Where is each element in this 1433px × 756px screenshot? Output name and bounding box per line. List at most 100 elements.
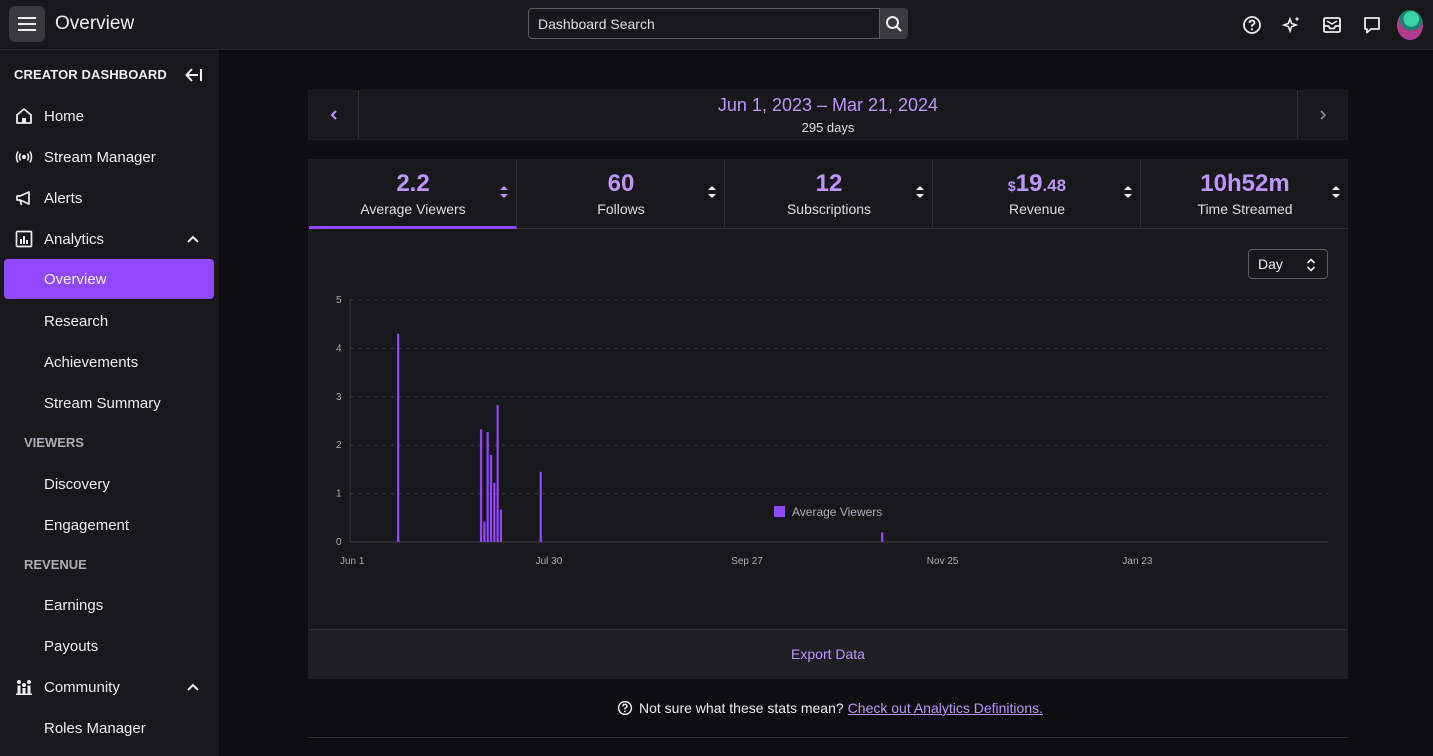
export-bar: Export Data <box>309 629 1347 678</box>
help-icon <box>617 700 633 716</box>
sidebar-item-overview[interactable]: Overview <box>4 259 214 299</box>
stat-value: 2.2 <box>396 170 430 197</box>
date-range-picker: Jun 1, 2023 – Mar 21, 2024 295 days <box>308 90 1348 140</box>
sidebar-item-label: Earnings <box>44 596 104 614</box>
section-revenue: REVENUE <box>24 557 87 572</box>
avatar[interactable] <box>1397 10 1423 40</box>
megaphone-icon <box>15 189 33 207</box>
sidebar-item-community[interactable]: Community <box>4 667 214 707</box>
select-arrows-icon <box>1306 258 1316 272</box>
sidebar-item-roles-manager[interactable]: Roles Manager <box>4 708 214 748</box>
stat-value: 12 <box>815 170 843 197</box>
revenue-whole: 19 <box>1015 170 1043 197</box>
y-tick-label: 0 <box>336 537 342 548</box>
stat-label: Time Streamed <box>1197 201 1293 217</box>
sidebar-item-label: Research <box>44 312 109 330</box>
stat-label: Average Viewers <box>360 201 466 217</box>
whisper-icon <box>1364 17 1380 34</box>
sidebar-item-stream-summary[interactable]: Stream Summary <box>4 383 214 423</box>
date-range-days: 295 days <box>801 120 855 135</box>
export-data-button[interactable]: Export Data <box>791 646 865 662</box>
sidebar-item-label: Engagement <box>44 516 130 534</box>
granularity-select[interactable]: Day <box>1248 249 1328 279</box>
sidebar-item-discovery[interactable]: Discovery <box>4 464 214 504</box>
sidebar-item-label: Achievements <box>44 353 139 371</box>
stat-value: 10h52m <box>1200 170 1290 197</box>
sidebar: CREATOR DASHBOARD Home Stream Manager Al… <box>0 50 219 756</box>
analytics-definitions-link[interactable]: Check out Analytics Definitions. <box>847 700 1043 716</box>
help-button[interactable] <box>1240 13 1264 37</box>
collapse-sidebar-button[interactable] <box>184 65 204 85</box>
y-tick-label: 3 <box>336 392 342 403</box>
sidebar-item-label: Payouts <box>44 637 99 655</box>
sidebar-item-label: Roles Manager <box>44 719 146 737</box>
sidebar-heading: CREATOR DASHBOARD <box>14 67 167 82</box>
sidebar-item-home[interactable]: Home <box>4 96 214 136</box>
search-icon <box>886 15 902 32</box>
chevron-up-icon <box>187 683 199 691</box>
inbox-icon <box>1323 17 1341 33</box>
sidebar-item-payouts[interactable]: Payouts <box>4 626 214 666</box>
y-tick-label: 1 <box>336 489 342 500</box>
search-input[interactable] <box>528 8 880 39</box>
legend-swatch <box>774 506 785 517</box>
sparkle-button[interactable] <box>1280 13 1304 37</box>
y-tick-label: 5 <box>336 295 342 306</box>
inbox-button[interactable] <box>1320 13 1344 37</box>
sidebar-item-label: Overview <box>44 270 107 288</box>
divider <box>308 737 1348 738</box>
tab-time-streamed[interactable]: 10h52m Time Streamed <box>1141 160 1349 229</box>
search-bar <box>528 8 908 39</box>
sidebar-item-research[interactable]: Research <box>4 301 214 341</box>
chevron-left-icon <box>330 110 337 120</box>
chart-bar <box>489 454 493 542</box>
sidebar-item-label: Analytics <box>44 230 105 248</box>
sidebar-item-analytics[interactable]: Analytics <box>4 219 214 259</box>
section-viewers: VIEWERS <box>24 435 84 450</box>
sidebar-item-earnings[interactable]: Earnings <box>4 585 214 625</box>
chart-bar <box>539 471 542 542</box>
search-button[interactable] <box>880 8 908 39</box>
hamburger-icon <box>18 17 36 31</box>
sort-icon <box>708 186 716 198</box>
menu-button[interactable] <box>9 6 45 42</box>
date-range-label[interactable]: Jun 1, 2023 – Mar 21, 2024 <box>717 95 939 115</box>
collapse-left-icon <box>185 68 202 82</box>
analytics-footnote: Not sure what these stats mean? Check ou… <box>617 699 1043 717</box>
main-content: Jun 1, 2023 – Mar 21, 2024 295 days 2.2 … <box>219 50 1433 756</box>
previous-range-button[interactable] <box>309 91 359 139</box>
next-range-button[interactable] <box>1297 91 1347 139</box>
tab-subscriptions[interactable]: 12 Subscriptions <box>725 160 933 229</box>
tab-revenue[interactable]: $19.48 Revenue <box>933 160 1141 229</box>
currency-symbol: $ <box>1007 178 1016 194</box>
sidebar-item-label: Community <box>44 678 120 696</box>
y-tick-label: 2 <box>336 440 342 451</box>
sidebar-item-label: Discovery <box>44 475 110 493</box>
chart-bar <box>496 405 499 542</box>
stat-label: Revenue <box>1008 201 1066 217</box>
sidebar-item-label: Stream Summary <box>44 394 161 412</box>
chart-bar <box>499 509 503 542</box>
x-tick-label: Nov 25 <box>927 556 959 567</box>
top-bar: Overview <box>0 0 1433 50</box>
stat-value: $19.48 <box>933 170 1141 198</box>
tab-follows[interactable]: 60 Follows <box>517 160 725 229</box>
sparkle-icon <box>1282 16 1300 34</box>
sidebar-item-stream-manager[interactable]: Stream Manager <box>4 137 214 177</box>
help-icon <box>1243 16 1261 34</box>
sidebar-item-label: Alerts <box>44 189 83 207</box>
whispers-button[interactable] <box>1360 13 1384 37</box>
chart-bar <box>486 432 489 542</box>
sidebar-item-alerts[interactable]: Alerts <box>4 178 214 218</box>
sidebar-item-engagement[interactable]: Engagement <box>4 505 214 545</box>
stat-label: Follows <box>597 201 645 217</box>
analytics-icon <box>15 230 33 248</box>
sidebar-item-achievements[interactable]: Achievements <box>4 342 214 382</box>
broadcast-icon <box>15 148 33 166</box>
page-title: Overview <box>55 13 135 34</box>
chart-bar <box>397 333 400 542</box>
x-tick-label: Jul 30 <box>536 556 563 567</box>
tab-average-viewers[interactable]: 2.2 Average Viewers <box>309 160 517 229</box>
home-icon <box>15 107 33 125</box>
average-viewers-chart: 0 1 2 3 4 5 Jun 1 Jul 30 Sep 27 Nov 25 Jan 23 Avera… <box>336 295 1328 567</box>
